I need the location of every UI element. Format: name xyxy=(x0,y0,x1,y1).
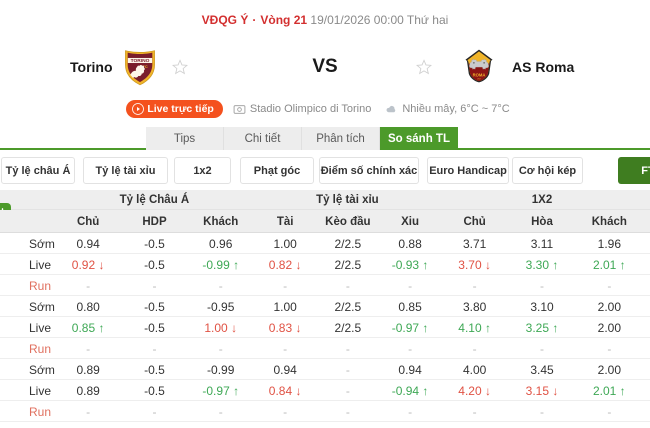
svg-text:ROMA: ROMA xyxy=(473,72,486,77)
svg-text:1927: 1927 xyxy=(477,78,481,80)
